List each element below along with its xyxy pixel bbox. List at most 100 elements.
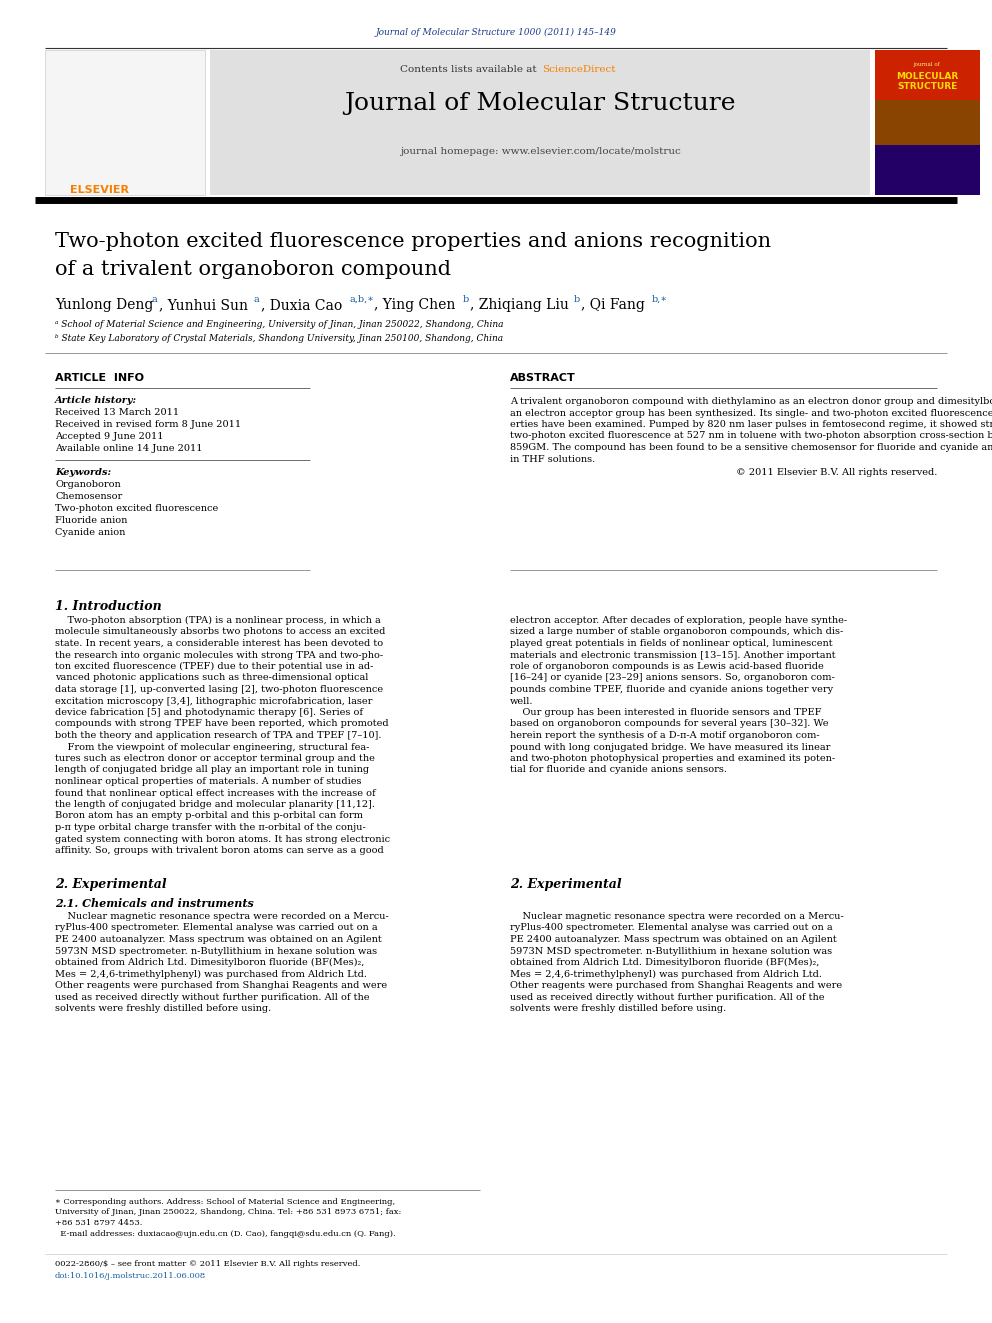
Text: PE 2400 autoanalyzer. Mass spectrum was obtained on an Agilent: PE 2400 autoanalyzer. Mass spectrum was … — [510, 935, 836, 945]
Text: a: a — [253, 295, 259, 304]
Text: played great potentials in fields of nonlinear optical, luminescent: played great potentials in fields of non… — [510, 639, 832, 648]
Text: based on organoboron compounds for several years [30–32]. We: based on organoboron compounds for sever… — [510, 720, 828, 729]
Text: b: b — [574, 295, 580, 304]
Text: Mes = 2,4,6-trimethylphenyl) was purchased from Aldrich Ltd.: Mes = 2,4,6-trimethylphenyl) was purchas… — [55, 970, 367, 979]
Text: the length of conjugated bridge and molecular planarity [11,12].: the length of conjugated bridge and mole… — [55, 800, 375, 808]
Text: the research into organic molecules with strong TPA and two-pho-: the research into organic molecules with… — [55, 651, 383, 659]
Text: MOLECULAR
STRUCTURE: MOLECULAR STRUCTURE — [896, 71, 958, 91]
Text: Fluoride anion: Fluoride anion — [55, 516, 127, 525]
Text: role of organoboron compounds is as Lewis acid-based fluoride: role of organoboron compounds is as Lewi… — [510, 662, 823, 671]
Text: pound with long conjugated bridge. We have measured its linear: pound with long conjugated bridge. We ha… — [510, 742, 830, 751]
Text: ARTICLE  INFO: ARTICLE INFO — [55, 373, 144, 382]
Text: Chemosensor: Chemosensor — [55, 492, 122, 501]
Text: obtained from Aldrich Ltd. Dimesitylboron fluoride (BF(Mes)₂,: obtained from Aldrich Ltd. Dimesitylboro… — [510, 958, 819, 967]
Text: ryPlus-400 spectrometer. Elemental analyse was carried out on a: ryPlus-400 spectrometer. Elemental analy… — [55, 923, 378, 933]
Text: device fabrication [5] and photodynamic therapy [6]. Series of: device fabrication [5] and photodynamic … — [55, 708, 363, 717]
Text: 1. Introduction: 1. Introduction — [55, 601, 162, 613]
Text: of a trivalent organoboron compound: of a trivalent organoboron compound — [55, 261, 451, 279]
Text: both the theory and application research of TPA and TPEF [7–10].: both the theory and application research… — [55, 732, 382, 740]
Text: , Yunhui Sun: , Yunhui Sun — [159, 298, 248, 312]
Text: Mes = 2,4,6-trimethylphenyl) was purchased from Aldrich Ltd.: Mes = 2,4,6-trimethylphenyl) was purchas… — [510, 970, 822, 979]
Text: 2.1. Chemicals and instruments: 2.1. Chemicals and instruments — [55, 898, 254, 909]
Text: Journal of Molecular Structure 1000 (2011) 145–149: Journal of Molecular Structure 1000 (201… — [376, 28, 616, 37]
Text: length of conjugated bridge all play an important role in tuning: length of conjugated bridge all play an … — [55, 766, 369, 774]
Text: data storage [1], up-converted lasing [2], two-photon fluorescence: data storage [1], up-converted lasing [2… — [55, 685, 383, 695]
Text: state. In recent years, a considerable interest has been devoted to: state. In recent years, a considerable i… — [55, 639, 383, 648]
Text: Available online 14 June 2011: Available online 14 June 2011 — [55, 445, 202, 452]
Text: Article history:: Article history: — [55, 396, 137, 405]
Text: Other reagents were purchased from Shanghai Reagents and were: Other reagents were purchased from Shang… — [510, 980, 842, 990]
Text: ∗ Corresponding authors. Address: School of Material Science and Engineering,: ∗ Corresponding authors. Address: School… — [55, 1199, 395, 1207]
Bar — [875, 101, 980, 146]
Text: b: b — [463, 295, 469, 304]
Bar — [875, 146, 980, 194]
Bar — [875, 50, 980, 101]
Text: p-π type orbital charge transfer with the π-orbital of the conju-: p-π type orbital charge transfer with th… — [55, 823, 366, 832]
Text: Cyanide anion: Cyanide anion — [55, 528, 125, 537]
Text: well.: well. — [510, 696, 534, 705]
Text: 0022-2860/$ – see front matter © 2011 Elsevier B.V. All rights reserved.: 0022-2860/$ – see front matter © 2011 El… — [55, 1259, 360, 1267]
Text: Two-photon absorption (TPA) is a nonlinear process, in which a: Two-photon absorption (TPA) is a nonline… — [55, 617, 381, 626]
Text: 5973N MSD spectrometer. n-Butyllithium in hexane solution was: 5973N MSD spectrometer. n-Butyllithium i… — [55, 946, 377, 955]
Text: gated system connecting with boron atoms. It has strong electronic: gated system connecting with boron atoms… — [55, 835, 390, 844]
Text: obtained from Aldrich Ltd. Dimesitylboron fluoride (BF(Mes)₂,: obtained from Aldrich Ltd. Dimesitylboro… — [55, 958, 364, 967]
Bar — [875, 50, 980, 194]
Text: Other reagents were purchased from Shanghai Reagents and were: Other reagents were purchased from Shang… — [55, 980, 387, 990]
Text: Accepted 9 June 2011: Accepted 9 June 2011 — [55, 433, 164, 441]
Text: sized a large number of stable organoboron compounds, which dis-: sized a large number of stable organobor… — [510, 627, 843, 636]
Bar — [45, 50, 205, 194]
Text: ᵃ School of Material Science and Engineering, University of Jinan, Jinan 250022,: ᵃ School of Material Science and Enginee… — [55, 320, 504, 329]
Text: nonlinear optical properties of materials. A number of studies: nonlinear optical properties of material… — [55, 777, 361, 786]
Text: a,b,∗: a,b,∗ — [350, 295, 375, 304]
Text: Two-photon excited fluorescence properties and anions recognition: Two-photon excited fluorescence properti… — [55, 232, 771, 251]
Text: Our group has been interested in fluoride sensors and TPEF: Our group has been interested in fluorid… — [510, 708, 821, 717]
Text: Nuclear magnetic resonance spectra were recorded on a Mercu-: Nuclear magnetic resonance spectra were … — [510, 912, 844, 921]
Text: herein report the synthesis of a D-π-A motif organoboron com-: herein report the synthesis of a D-π-A m… — [510, 732, 819, 740]
Text: excitation microscopy [3,4], lithographic microfabrication, laser: excitation microscopy [3,4], lithographi… — [55, 696, 372, 705]
Text: Received 13 March 2011: Received 13 March 2011 — [55, 407, 180, 417]
Text: ton excited fluorescence (TPEF) due to their potential use in ad-: ton excited fluorescence (TPEF) due to t… — [55, 662, 373, 671]
Text: a: a — [151, 295, 157, 304]
Text: University of Jinan, Jinan 250022, Shandong, China. Tel: +86 531 8973 6751; fax:: University of Jinan, Jinan 250022, Shand… — [55, 1208, 402, 1217]
Text: two-photon excited fluorescence at 527 nm in toluene with two-photon absorption : two-photon excited fluorescence at 527 n… — [510, 431, 992, 441]
Text: E-mail addresses: duxiacao@ujn.edu.cn (D. Cao), fangqi@sdu.edu.cn (Q. Fang).: E-mail addresses: duxiacao@ujn.edu.cn (D… — [55, 1229, 396, 1237]
Text: found that nonlinear optical effect increases with the increase of: found that nonlinear optical effect incr… — [55, 789, 376, 798]
Text: ELSEVIER: ELSEVIER — [70, 185, 129, 194]
Text: Nuclear magnetic resonance spectra were recorded on a Mercu-: Nuclear magnetic resonance spectra were … — [55, 912, 389, 921]
Text: compounds with strong TPEF have been reported, which promoted: compounds with strong TPEF have been rep… — [55, 720, 389, 729]
Text: solvents were freshly distilled before using.: solvents were freshly distilled before u… — [55, 1004, 271, 1013]
Text: journal of: journal of — [914, 62, 940, 67]
Text: , Zhiqiang Liu: , Zhiqiang Liu — [470, 298, 568, 312]
Text: A trivalent organoboron compound with diethylamino as an electron donor group an: A trivalent organoboron compound with di… — [510, 397, 992, 406]
Text: [16–24] or cyanide [23–29] anions sensors. So, organoboron com-: [16–24] or cyanide [23–29] anions sensor… — [510, 673, 834, 683]
Text: materials and electronic transmission [13–15]. Another important: materials and electronic transmission [1… — [510, 651, 835, 659]
Text: solvents were freshly distilled before using.: solvents were freshly distilled before u… — [510, 1004, 726, 1013]
Text: From the viewpoint of molecular engineering, structural fea-: From the viewpoint of molecular engineer… — [55, 742, 369, 751]
Text: Contents lists available at: Contents lists available at — [400, 65, 540, 74]
Text: , Duxia Cao: , Duxia Cao — [261, 298, 342, 312]
Text: erties have been examined. Pumped by 820 nm laser pulses in femtosecond regime, : erties have been examined. Pumped by 820… — [510, 419, 992, 429]
Text: ryPlus-400 spectrometer. Elemental analyse was carried out on a: ryPlus-400 spectrometer. Elemental analy… — [510, 923, 832, 933]
Text: 2. Experimental: 2. Experimental — [510, 878, 622, 890]
Text: Two-photon excited fluorescence: Two-photon excited fluorescence — [55, 504, 218, 513]
Text: Boron atom has an empty p-orbital and this p-orbital can form: Boron atom has an empty p-orbital and th… — [55, 811, 363, 820]
Text: vanced photonic applications such as three-dimensional optical: vanced photonic applications such as thr… — [55, 673, 368, 683]
Text: 2. Experimental: 2. Experimental — [55, 878, 167, 890]
Text: in THF solutions.: in THF solutions. — [510, 455, 595, 463]
Text: pounds combine TPEF, fluoride and cyanide anions together very: pounds combine TPEF, fluoride and cyanid… — [510, 685, 833, 695]
Text: Yunlong Deng: Yunlong Deng — [55, 298, 154, 312]
Text: Journal of Molecular Structure: Journal of Molecular Structure — [344, 93, 736, 115]
Text: ABSTRACT: ABSTRACT — [510, 373, 575, 382]
Text: , Ying Chen: , Ying Chen — [374, 298, 455, 312]
Text: an electron acceptor group has been synthesized. Its single- and two-photon exci: an electron acceptor group has been synt… — [510, 409, 992, 418]
Text: ᵇ State Key Laboratory of Crystal Materials, Shandong University, Jinan 250100, : ᵇ State Key Laboratory of Crystal Materi… — [55, 333, 503, 343]
Text: journal homepage: www.elsevier.com/locate/molstruc: journal homepage: www.elsevier.com/locat… — [400, 147, 681, 156]
Text: Organoboron: Organoboron — [55, 480, 121, 490]
Text: 5973N MSD spectrometer. n-Butyllithium in hexane solution was: 5973N MSD spectrometer. n-Butyllithium i… — [510, 946, 832, 955]
Text: used as received directly without further purification. All of the: used as received directly without furthe… — [55, 992, 369, 1002]
Text: PE 2400 autoanalyzer. Mass spectrum was obtained on an Agilent: PE 2400 autoanalyzer. Mass spectrum was … — [55, 935, 382, 945]
Text: used as received directly without further purification. All of the: used as received directly without furthe… — [510, 992, 824, 1002]
Text: tial for fluoride and cyanide anions sensors.: tial for fluoride and cyanide anions sen… — [510, 766, 727, 774]
Text: Keywords:: Keywords: — [55, 468, 111, 478]
Text: molecule simultaneously absorbs two photons to access an excited: molecule simultaneously absorbs two phot… — [55, 627, 385, 636]
